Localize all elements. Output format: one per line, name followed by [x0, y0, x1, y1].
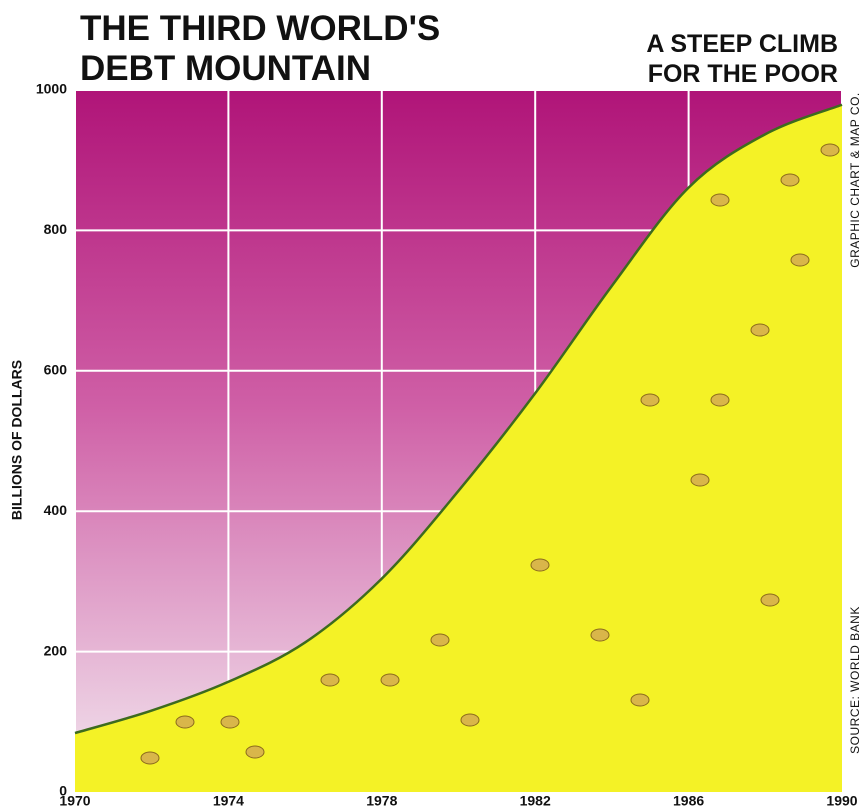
x-tick-label: 1978 — [366, 793, 397, 809]
area-outline — [74, 103, 843, 735]
area — [75, 104, 842, 792]
x-tick-label: 1990 — [826, 793, 857, 809]
coin — [530, 558, 550, 572]
y-tick-label: 0 — [59, 783, 67, 799]
x-tick-label: 1970 — [59, 793, 90, 809]
x-tick-label: 1974 — [213, 793, 244, 809]
coin — [710, 193, 730, 207]
x-tick-label: 1986 — [673, 793, 704, 809]
coin — [760, 593, 780, 607]
x-tick-label: 1982 — [520, 793, 551, 809]
coin — [380, 673, 400, 687]
coin — [245, 745, 265, 759]
chart-title: DEBT MOUNTAIN — [80, 49, 371, 88]
coin — [630, 693, 650, 707]
coin — [780, 173, 800, 187]
y-tick-label: 400 — [44, 502, 68, 518]
area-layer — [74, 103, 843, 792]
coin — [460, 713, 480, 727]
coin — [690, 473, 710, 487]
coin — [640, 393, 660, 407]
y-axis-label: BILLIONS OF DOLLARS — [9, 360, 25, 520]
coin — [430, 633, 450, 647]
y-tick-label: 800 — [44, 221, 68, 237]
coin — [590, 628, 610, 642]
chart-subtitle: FOR THE POOR — [648, 60, 838, 88]
coin — [220, 715, 240, 729]
credit: GRAPHIC CHART & MAP CO. — [848, 92, 862, 268]
y-tick-label: 600 — [44, 362, 68, 378]
chart-subtitle: A STEEP CLIMB — [646, 30, 838, 58]
coin — [175, 715, 195, 729]
coin — [750, 323, 770, 337]
chart-title: THE THIRD WORLD'S — [80, 9, 440, 48]
coin — [320, 673, 340, 687]
coin — [710, 393, 730, 407]
y-tick-label: 1000 — [36, 81, 67, 97]
coin — [820, 143, 840, 157]
y-tick-label: 200 — [44, 642, 68, 658]
coin — [790, 253, 810, 267]
source: SOURCE: WORLD BANK — [848, 606, 862, 754]
coin — [140, 751, 160, 765]
